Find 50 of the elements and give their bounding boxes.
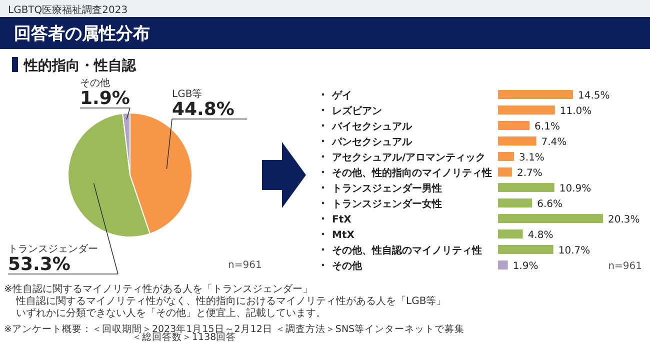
data-label: 10.7% [558,246,590,256]
y-tick-label: パンセクシュアル [331,137,413,148]
text: n=961 [608,261,642,272]
data-label: 4.8% [528,230,554,241]
bar [498,90,573,99]
data-label: 6.1% [534,122,560,132]
y-tick-label: その他、性的指向のマイノリティ性 [332,167,492,179]
bar [498,168,512,176]
data-label: 53.3% [8,254,70,275]
y-tick-label: MtX [332,230,355,241]
y-tick-label: レズビアン [332,105,382,117]
text: いずれかに分類できない人を「その他」と便宜上、記載しています。 [16,307,326,319]
data-label: 7.4% [541,137,567,148]
data-label: 1.9% [512,261,538,272]
y-tick-label: アセクシュアル/アロマンティック [332,152,486,164]
bar [498,183,554,192]
text: 性自認に関するマイノリティ性がなく、性的指向におけるマイノリティ性がある人を「LGB等」 [15,295,446,307]
data-label: 44.8% [172,99,234,120]
data-label: 6.6% [537,199,563,210]
text: ※性自認に関するマイノリティ性がある人を「トランスジェンダー」 [4,283,312,295]
bar [498,214,603,223]
y-tick-label: その他 [332,260,363,272]
data-label: 11.0% [560,106,592,117]
bar [498,245,554,254]
y-tick-label: バイセクシュアル [331,122,413,132]
bar [498,121,530,130]
slice-label: トランスジェンダー [8,243,98,255]
y-tick-label: その他、性自認のマイノリティ性 [332,244,482,256]
y-tick-label: FtX [332,214,352,226]
data-label: 3.1% [519,152,544,164]
y-tick-label: トランスジェンダー女性 [332,198,442,210]
chart-title: 回答者の属性分布 [14,24,150,44]
bar [498,152,514,161]
text: n=961 [228,260,262,271]
bar [498,260,508,270]
chart-subtitle: 性的指向・性自認 [23,57,137,74]
bar [498,198,532,208]
y-tick-label: ゲイ [331,90,352,102]
data-label: 2.7% [516,168,542,179]
text: LGBTQ医療福祉調査2023 [8,4,128,16]
data-label: 1.9% [80,88,130,109]
slice-label: LGB等 [172,88,202,100]
bar [498,230,523,238]
data-label: 20.3% [608,214,640,226]
bar [498,136,536,146]
data-label: 10.9% [559,184,592,194]
bar [498,106,555,114]
y-tick-label: トランスジェンダー男性 [332,182,442,194]
slice-label: その他 [80,77,110,89]
data-label: 14.5% [578,90,610,102]
